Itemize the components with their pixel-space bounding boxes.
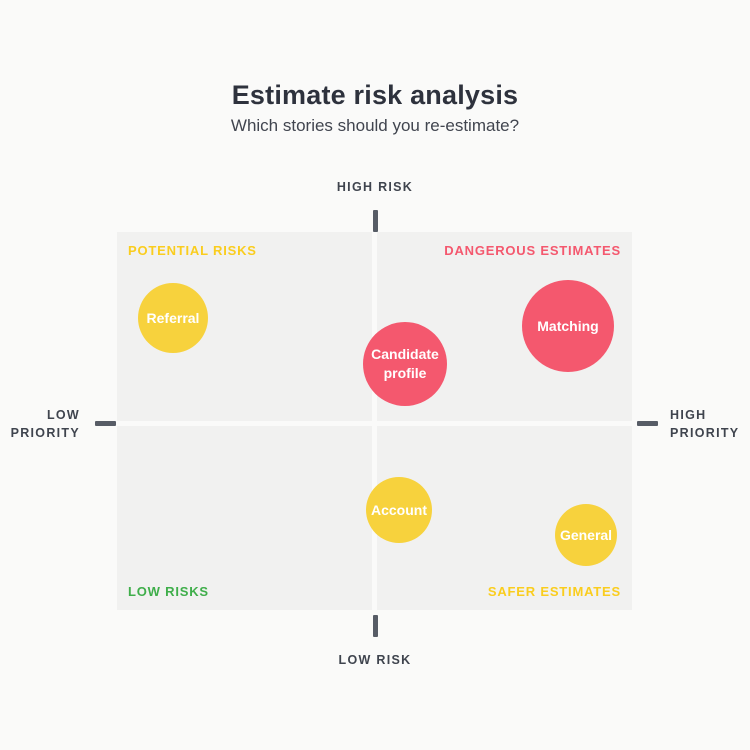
- axis-tick-bottom: [373, 615, 378, 637]
- bubble-label: Referral: [146, 309, 200, 326]
- axis-tick-left: [95, 421, 116, 426]
- quadrant-label-low-risks: LOW RISKS: [128, 584, 209, 599]
- horizontal-axis-line: [117, 421, 632, 426]
- bubble-matching: Matching: [522, 280, 614, 372]
- bubble-account: Account: [366, 477, 432, 543]
- bubble-referral: Referral: [138, 283, 208, 353]
- quadrant-label-potential-risks: POTENTIAL RISKS: [128, 243, 257, 258]
- axis-tick-top: [373, 210, 378, 232]
- axis-tick-right: [637, 421, 658, 426]
- axis-label-low-priority: LOW PRIORITY: [10, 408, 80, 440]
- bubble-general: General: [555, 504, 617, 566]
- bubble-label: Account: [371, 501, 427, 518]
- bubble-label: Candidate profile: [371, 346, 439, 381]
- axis-label-low-risk: LOW RISK: [338, 653, 412, 667]
- quadrant-label-safer-estimates: SAFER ESTIMATES: [487, 584, 621, 599]
- quadrant-label-dangerous-estimates: DANGEROUS ESTIMATES: [444, 243, 621, 258]
- axis-label-high-priority: HIGH PRIORITY: [670, 408, 740, 440]
- bubble-label: Matching: [537, 317, 599, 334]
- axis-label-high-risk: HIGH RISK: [336, 180, 414, 194]
- bubble-label: General: [559, 526, 613, 543]
- page-subtitle: Which stories should you re-estimate?: [230, 116, 520, 135]
- page-title: Estimate risk analysis: [231, 80, 519, 110]
- bubble-candidate-profile: Candidate profile: [363, 322, 447, 406]
